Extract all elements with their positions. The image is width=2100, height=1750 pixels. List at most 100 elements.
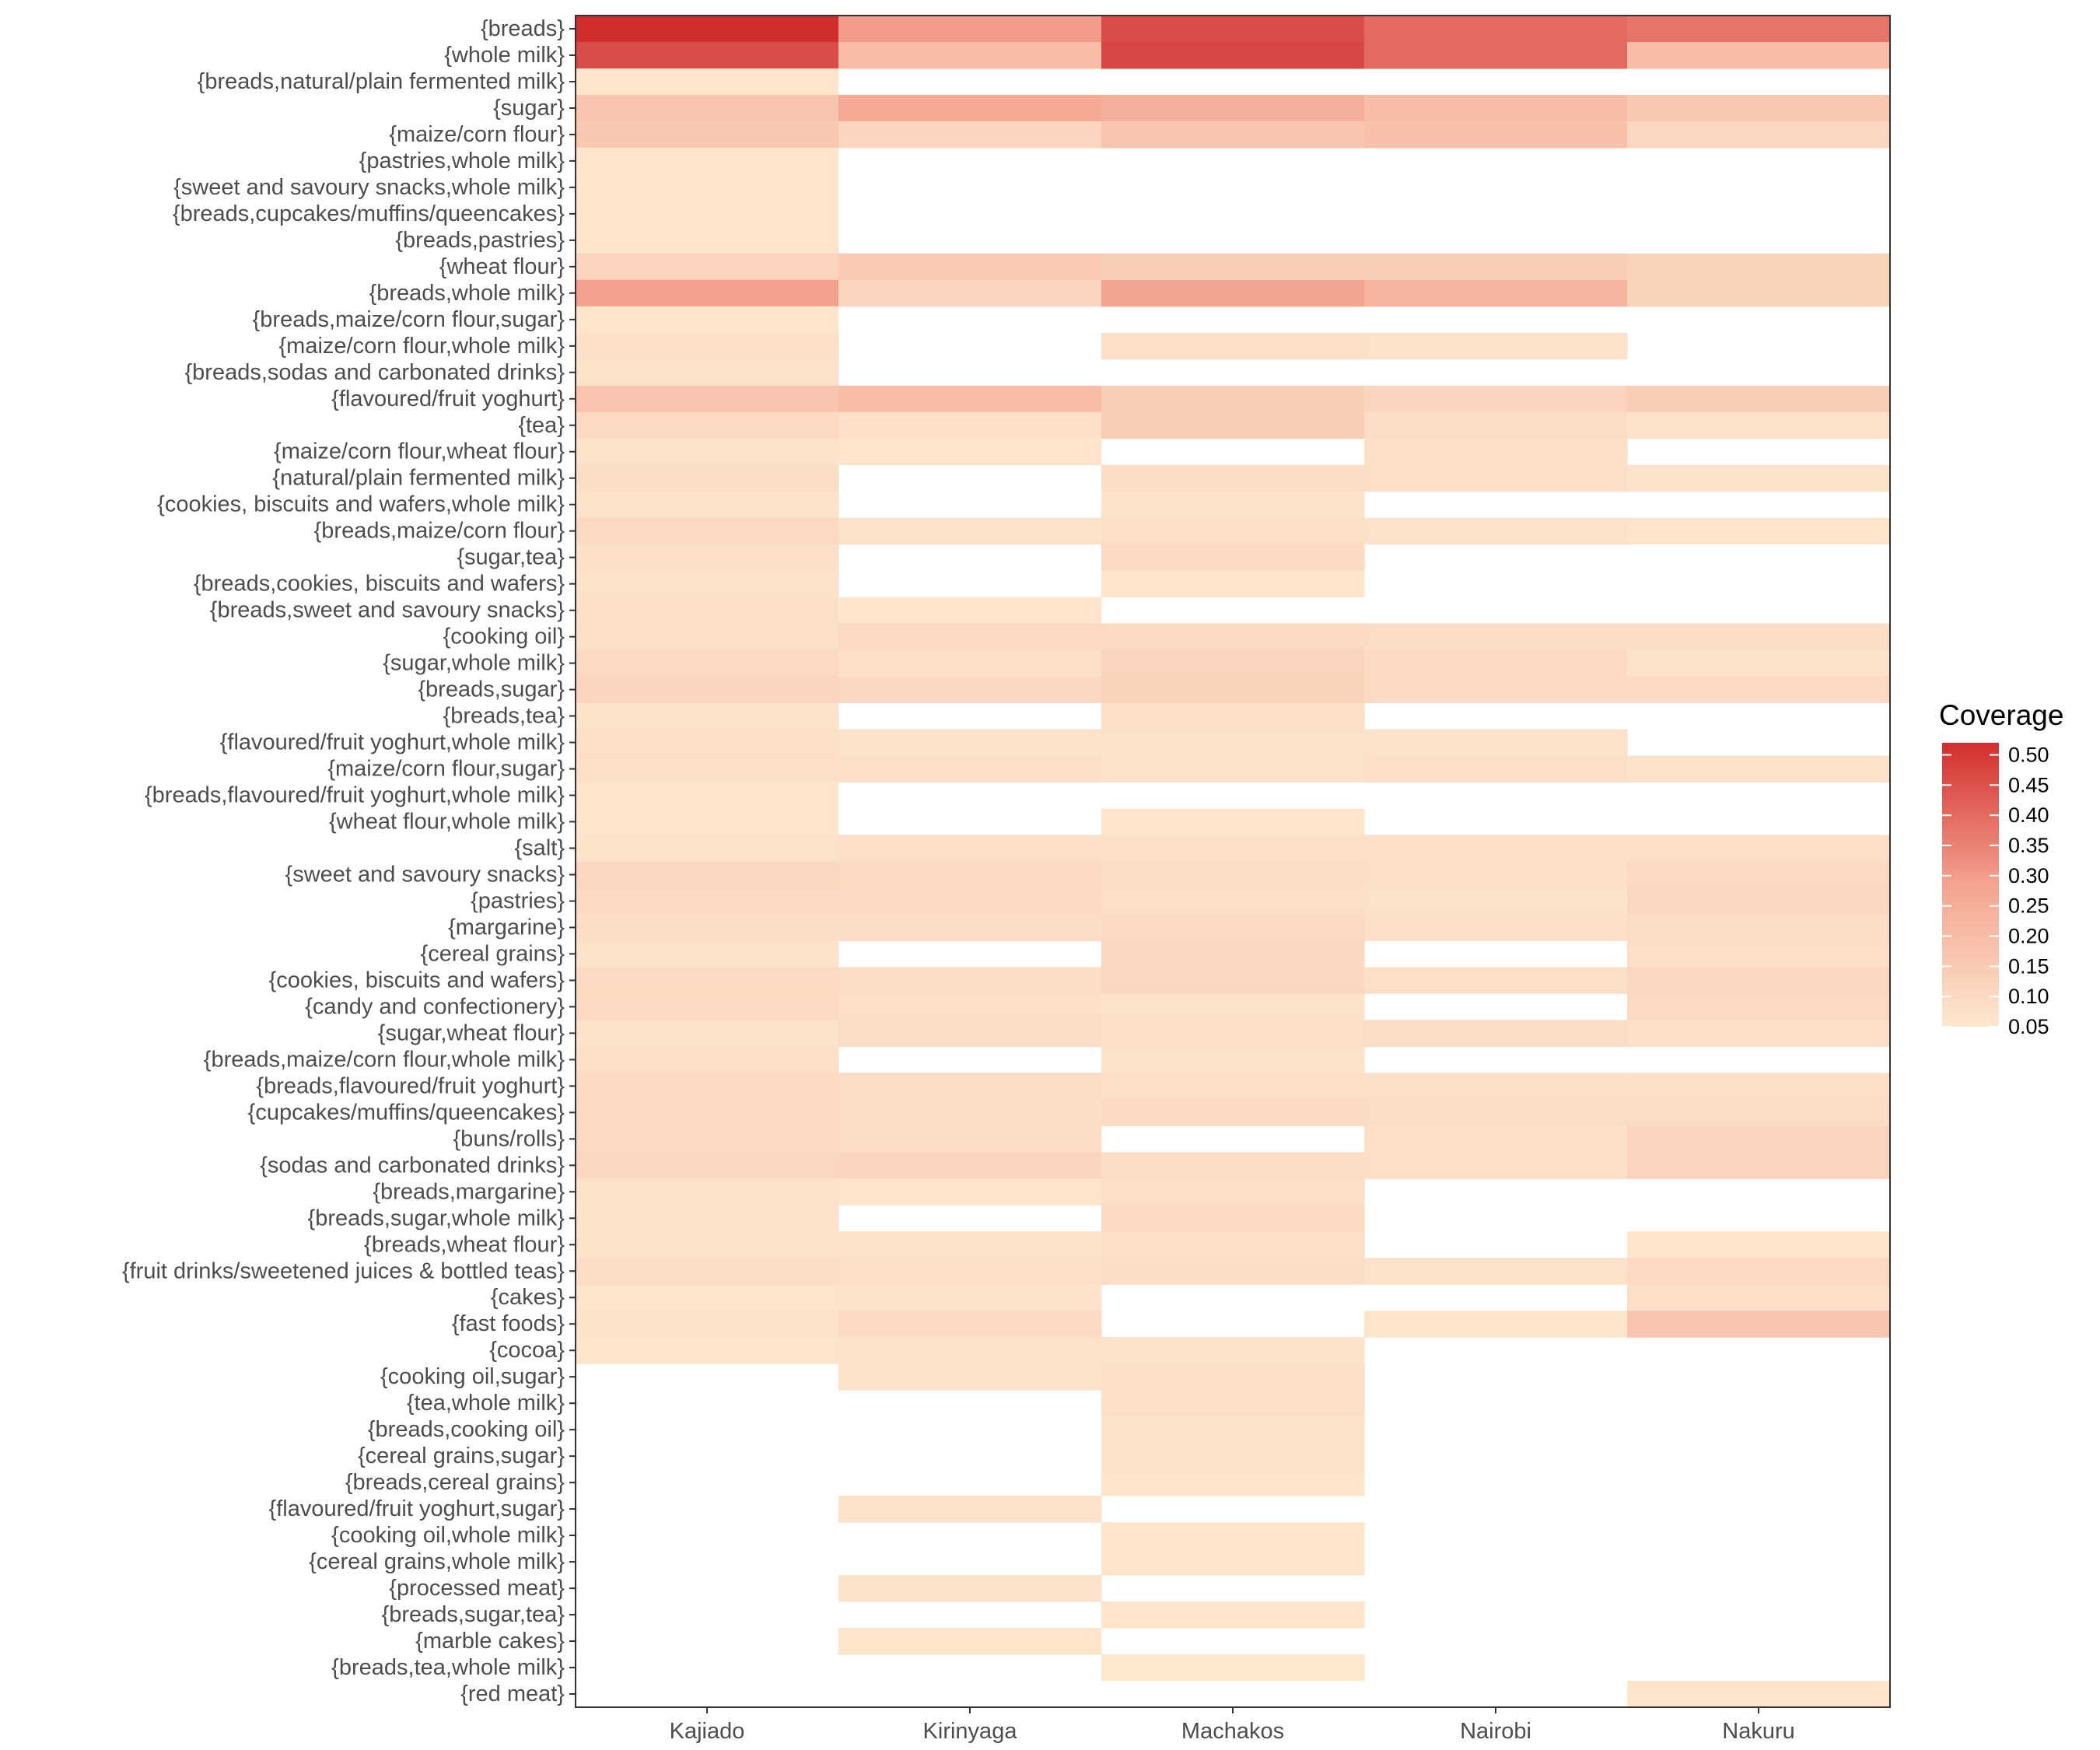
heatmap-cell <box>576 438 839 466</box>
heatmap-cell <box>576 544 839 572</box>
heatmap-cell <box>1364 649 1628 677</box>
x-tick-label: Nairobi <box>1460 1719 1531 1744</box>
y-tick-label: {fruit drinks/sweetened juices & bottled… <box>122 1258 565 1283</box>
heatmap-cell <box>838 1178 1102 1206</box>
y-tick-label: {sugar,whole milk} <box>383 651 565 676</box>
heatmap-cell <box>576 121 839 149</box>
heatmap-cell <box>1101 1231 1365 1258</box>
heatmap-cell <box>576 411 839 439</box>
heatmap-cell <box>1364 1311 1628 1338</box>
y-tick-label: {cocoa} <box>489 1338 565 1363</box>
heatmap-cell <box>1627 1020 1891 1047</box>
heatmap-cell <box>1101 808 1365 836</box>
heatmap-cell <box>1364 1073 1628 1100</box>
heatmap-cell <box>1364 1125 1628 1153</box>
heatmap-cell <box>576 1311 839 1338</box>
legend-tick-label: 0.30 <box>2008 864 2049 887</box>
heatmap-cell <box>1364 729 1628 757</box>
y-tick-label: {sugar,tea} <box>457 545 565 570</box>
y-tick-label: {breads,cookies, biscuits and wafers} <box>194 572 565 597</box>
heatmap-cell <box>1627 385 1891 413</box>
heatmap-cell <box>1627 1152 1891 1179</box>
heatmap-cell <box>1101 332 1365 360</box>
legend-colorbar <box>1942 743 1999 1027</box>
heatmap-cell <box>838 861 1102 888</box>
heatmap-cell <box>1364 1099 1628 1126</box>
heatmap-cell <box>576 1073 839 1100</box>
heatmap-cell <box>1364 464 1628 492</box>
heatmap-cell <box>1101 1390 1365 1417</box>
heatmap-cell <box>576 729 839 757</box>
x-tick-label: Machakos <box>1181 1719 1284 1744</box>
heatmap-cell <box>838 1337 1102 1364</box>
heatmap-cell <box>1627 755 1891 783</box>
heatmap-cell <box>1101 1469 1365 1496</box>
y-tick-label: {processed meat} <box>389 1576 565 1601</box>
heatmap-cell <box>1627 1284 1891 1311</box>
heatmap-cell <box>838 887 1102 915</box>
heatmap-cell <box>1364 676 1628 704</box>
heatmap-cell <box>1627 887 1891 915</box>
heatmap-cell <box>576 253 839 281</box>
heatmap-cell <box>576 914 839 941</box>
heatmap-cell <box>1101 676 1365 704</box>
heatmap-cell <box>1101 1549 1365 1576</box>
legend-tick-label: 0.05 <box>2008 1015 2049 1038</box>
y-tick-label: {sodas and carbonated drinks} <box>260 1153 565 1178</box>
heatmap-cell <box>576 1152 839 1179</box>
heatmap-cell <box>576 1284 839 1311</box>
heatmap-cell <box>576 385 839 413</box>
y-axis: {breads}{whole milk}{breads,natural/plai… <box>122 16 576 1706</box>
heatmap-cell <box>1627 676 1891 704</box>
heatmap-cell <box>1101 1020 1365 1047</box>
heatmap-cell <box>576 940 839 968</box>
heatmap-cell <box>1627 253 1891 281</box>
x-tick-label: Nakuru <box>1722 1719 1795 1744</box>
heatmap-cell <box>1364 438 1628 466</box>
heatmap-cell <box>838 1575 1102 1602</box>
heatmap-cell <box>1101 491 1365 519</box>
heatmap-cell <box>1101 517 1365 545</box>
heatmap-cell <box>576 1337 839 1364</box>
heatmap-cell <box>1627 41 1891 69</box>
heatmap-cell <box>1101 993 1365 1020</box>
heatmap-cell <box>576 623 839 651</box>
y-tick-label: {sugar,wheat flour} <box>378 1020 565 1045</box>
heatmap-cell <box>1627 1231 1891 1258</box>
heatmap-cell <box>576 967 839 994</box>
heatmap-cell <box>1627 1073 1891 1100</box>
heatmap-cell <box>576 464 839 492</box>
y-tick-label: {breads,sugar} <box>418 677 565 702</box>
heatmap-cell <box>1101 1363 1365 1391</box>
legend-tick-label: 0.25 <box>2008 894 2049 918</box>
heatmap-cell <box>1101 1443 1365 1470</box>
heatmap-cell <box>1364 16 1628 43</box>
heatmap-cell <box>1364 967 1628 994</box>
heatmap-cell <box>1101 623 1365 651</box>
legend-tick-label: 0.50 <box>2008 744 2049 767</box>
heatmap-cell <box>1364 41 1628 69</box>
heatmap-cell <box>576 676 839 704</box>
heatmap-cell <box>1627 1681 1891 1708</box>
heatmap-cell <box>1364 887 1628 915</box>
heatmap-cell <box>1364 835 1628 862</box>
heatmap-cell <box>838 121 1102 149</box>
heatmap-cell <box>1101 967 1365 994</box>
heatmap-cell <box>1627 835 1891 862</box>
heatmap-cell <box>838 623 1102 651</box>
heatmap-cell <box>838 967 1102 994</box>
legend-tick-label: 0.45 <box>2008 773 2049 796</box>
legend-tick-label: 0.40 <box>2008 803 2049 827</box>
y-tick-label: {breads,maize/corn flour} <box>314 519 565 544</box>
heatmap-cell <box>1627 967 1891 994</box>
heatmap-cell <box>1101 1046 1365 1073</box>
heatmap-cell <box>1627 914 1891 941</box>
heatmap-cell <box>1101 94 1365 122</box>
heatmap-cell <box>1627 861 1891 888</box>
heatmap-cell <box>838 279 1102 307</box>
y-tick-label: {cereal grains,sugar} <box>358 1444 565 1468</box>
y-tick-label: {whole milk} <box>444 43 565 68</box>
heatmap-cell <box>838 1231 1102 1258</box>
y-tick-label: {breads,pastries} <box>395 228 565 253</box>
heatmap-cell <box>838 1363 1102 1391</box>
